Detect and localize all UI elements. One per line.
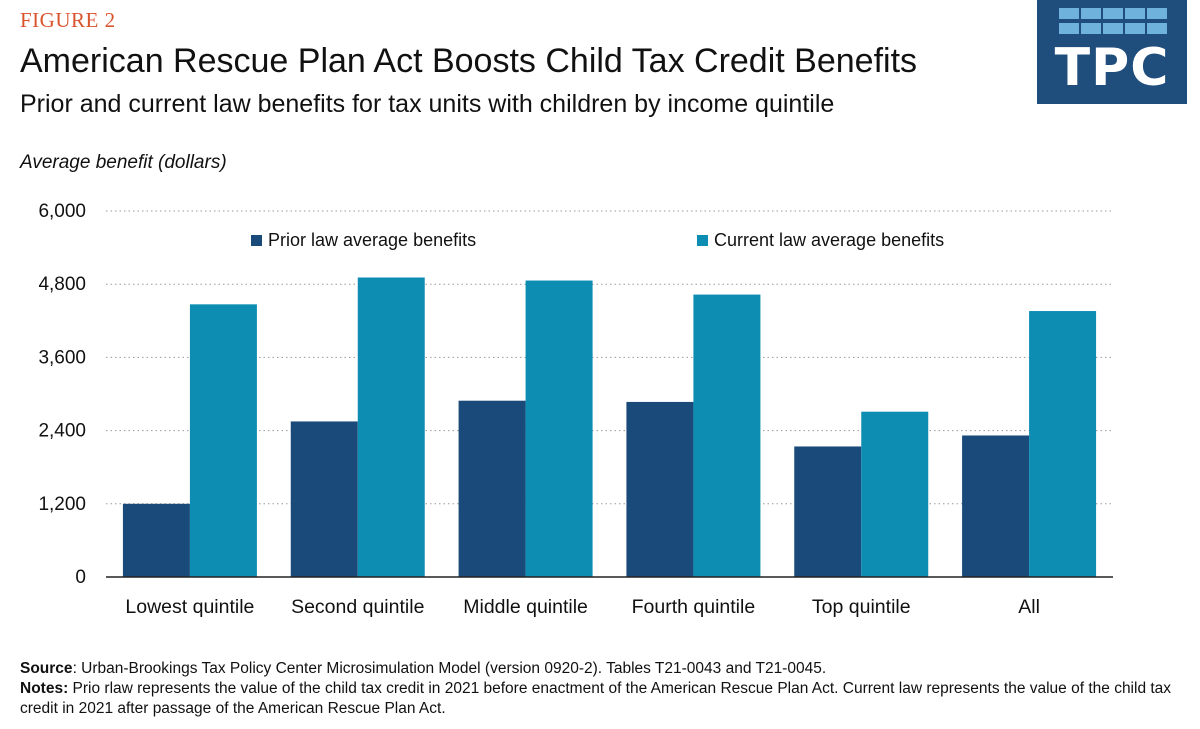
x-tick-label: Top quintile: [812, 596, 911, 618]
y-tick-label: 0: [75, 567, 86, 588]
logo-grid-icon: [1059, 8, 1167, 38]
source-line: Source: Urban-Brookings Tax Policy Cente…: [20, 659, 1185, 679]
y-axis-label: Average benefit (dollars): [20, 152, 227, 173]
y-tick-label: 6,000: [38, 201, 86, 222]
bar-current: [693, 294, 761, 577]
x-tick-label: Second quintile: [291, 596, 424, 618]
bar-current: [357, 277, 425, 577]
legend-item-current: Current law average benefits: [697, 230, 944, 251]
source-text: : Urban-Brookings Tax Policy Center Micr…: [72, 660, 827, 677]
logo-text: TPC: [1054, 38, 1170, 98]
legend-swatch-current: [697, 235, 708, 246]
bar-current: [861, 411, 929, 577]
bar-current: [1029, 311, 1097, 577]
chart-title: American Rescue Plan Act Boosts Child Ta…: [20, 42, 918, 80]
legend-label-prior: Prior law average benefits: [268, 230, 477, 250]
bar-current: [189, 304, 257, 577]
x-tick-label: Lowest quintile: [125, 596, 254, 618]
notes-line: Notes: Prio rlaw represents the value of…: [20, 679, 1185, 719]
footer: Source: Urban-Brookings Tax Policy Cente…: [20, 659, 1185, 719]
source-label: Source: [20, 660, 73, 677]
bar-current: [525, 280, 593, 577]
y-tick-label: 2,400: [38, 421, 86, 442]
bar-prior: [122, 503, 190, 577]
notes-label: Notes:: [20, 680, 69, 697]
x-tick-label: Middle quintile: [463, 596, 588, 618]
y-tick-label: 1,200: [38, 494, 86, 515]
x-tick-label: All: [1018, 596, 1040, 618]
figure-label: FIGURE 2: [20, 8, 116, 32]
legend-label-current: Current law average benefits: [714, 230, 945, 250]
x-tick-label: Fourth quintile: [632, 596, 756, 618]
bar-prior: [458, 400, 526, 577]
y-tick-label: 3,600: [38, 347, 86, 368]
legend-swatch-prior: [251, 235, 262, 246]
y-tick-label: 4,800: [38, 274, 86, 295]
chart-subtitle: Prior and current law benefits for tax u…: [20, 90, 835, 118]
notes-text: Prio rlaw represents the value of the ch…: [20, 680, 1172, 717]
bar-prior: [962, 435, 1030, 577]
bar-prior: [290, 421, 358, 577]
tpc-logo: TPC: [1037, 0, 1187, 104]
bar-prior: [626, 401, 694, 577]
bar-prior: [794, 446, 862, 577]
legend-item-prior: Prior law average benefits: [251, 230, 476, 251]
bar-chart: 0 1,200 2,400 3,600 4,800 6,000 Lowest quintil…: [38, 201, 1113, 618]
